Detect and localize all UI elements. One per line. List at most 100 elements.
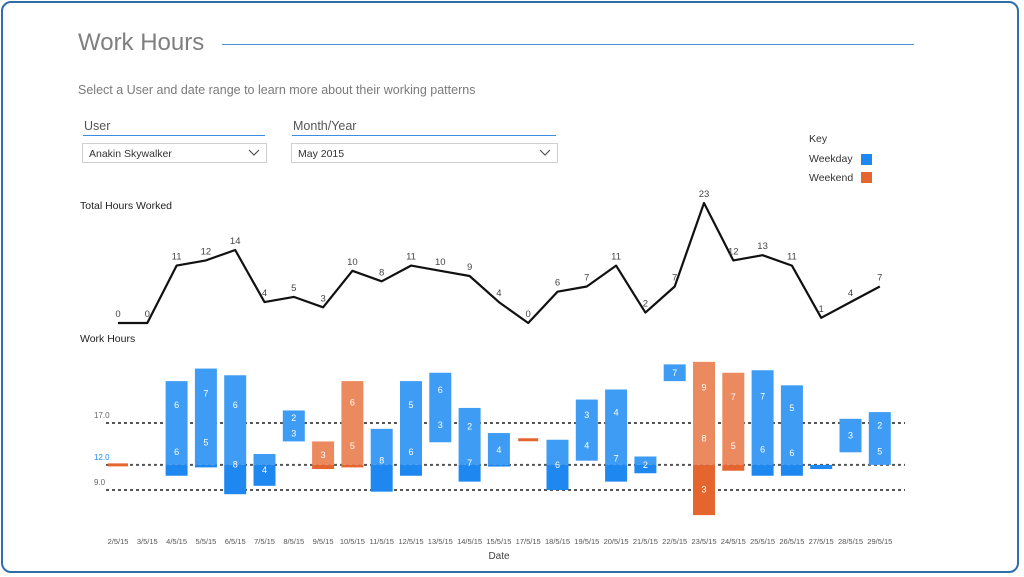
line-data-label: 4	[262, 288, 267, 299]
month-slicer-underline	[292, 135, 556, 136]
range-bar	[194, 368, 217, 465]
bar-data-label: 7	[614, 454, 619, 464]
bar-data-label: 6	[350, 398, 355, 408]
range-bar	[693, 361, 715, 465]
bar-data-label: 5	[731, 441, 736, 451]
bar-data-label: 3	[291, 429, 296, 439]
range-bar	[605, 389, 628, 465]
range-bar	[400, 381, 422, 465]
range-bar	[429, 372, 452, 443]
line-data-label: 14	[230, 236, 241, 247]
bar-data-label: 5	[350, 441, 355, 451]
user-slicer-label: User	[84, 119, 111, 133]
range-bar	[487, 464, 510, 467]
x-tick-label: 14/5/15	[457, 537, 482, 546]
range-bar	[165, 381, 188, 465]
x-tick-label: 5/5/15	[195, 537, 216, 546]
x-tick-label: 4/5/15	[166, 537, 187, 546]
bar-data-label: 7	[672, 368, 677, 378]
line-data-label: 7	[584, 272, 589, 283]
range-bar	[253, 464, 276, 486]
x-tick-label: 29/5/15	[867, 537, 892, 546]
line-data-label: 12	[201, 246, 212, 257]
range-bar	[868, 412, 891, 465]
month-dropdown[interactable]: May 2015	[291, 143, 558, 163]
range-bar	[663, 364, 686, 382]
title-divider	[222, 44, 914, 45]
range-bar	[780, 385, 803, 465]
range-bar	[605, 464, 628, 482]
x-tick-label: 13/5/15	[428, 537, 453, 546]
line-data-label: 9	[467, 262, 472, 273]
range-bar	[370, 464, 393, 492]
bar-data-label: 7	[731, 392, 736, 402]
range-bar	[575, 399, 598, 461]
bar-data-label: 2	[643, 460, 648, 470]
line-data-label: 0	[526, 309, 531, 320]
bar-data-label: 8	[233, 459, 238, 469]
month-slicer-label: Month/Year	[293, 119, 357, 133]
bar-data-label: 5	[408, 400, 413, 410]
month-dropdown-value: May 2015	[298, 148, 345, 160]
key-weekday-label: Weekday	[809, 153, 853, 165]
user-slicer-underline	[83, 135, 265, 136]
x-tick-label: 17/5/15	[516, 537, 541, 546]
bar-data-label: 7	[760, 392, 765, 402]
x-tick-label: 20/5/15	[604, 537, 629, 546]
x-tick-label: 6/5/15	[225, 537, 246, 546]
chevron-down-icon	[248, 149, 260, 156]
reference-line-label: 17.0	[94, 411, 110, 420]
range-bar	[341, 381, 364, 465]
x-tick-label: 24/5/15	[721, 537, 746, 546]
bar-data-label: 4	[262, 465, 267, 475]
bar-data-label: 6	[438, 385, 443, 395]
line-data-label: 23	[699, 189, 710, 200]
bar-data-label: 3	[584, 410, 589, 420]
range-bar	[400, 464, 422, 476]
range-bar	[312, 464, 335, 470]
line-data-label: 8	[379, 267, 384, 278]
reference-line-label: 12.0	[94, 453, 110, 462]
line-chart-title: Total Hours Worked	[80, 200, 173, 212]
x-tick-label: 19/5/15	[574, 537, 599, 546]
x-tick-label: 8/5/15	[283, 537, 304, 546]
range-bar	[224, 375, 247, 465]
bar-data-label: 6	[174, 400, 179, 410]
bar-data-label: 2	[291, 413, 296, 423]
bar-data-label: 3	[321, 450, 326, 460]
range-bar	[458, 407, 481, 465]
bar-data-label: 2	[467, 421, 472, 431]
range-bar	[224, 464, 247, 495]
bar-data-label: 8	[701, 433, 706, 443]
line-data-label: 13	[757, 241, 768, 252]
x-tick-label: 7/5/15	[254, 537, 275, 546]
page-subtitle: Select a User and date range to learn mo…	[78, 83, 476, 97]
bar-data-label: 6	[760, 444, 765, 454]
bar-data-label: 6	[789, 448, 794, 458]
range-bar	[722, 464, 745, 471]
range-bar	[108, 463, 128, 467]
user-dropdown-value: Anakin Skywalker	[89, 148, 172, 160]
x-tick-label: 27/5/15	[809, 537, 834, 546]
x-tick-label: 25/5/15	[750, 537, 775, 546]
bar-data-label: 6	[174, 447, 179, 457]
x-tick-label: 21/5/15	[633, 537, 658, 546]
user-dropdown[interactable]: Anakin Skywalker	[82, 143, 267, 163]
bar-data-label: 6	[555, 460, 560, 470]
range-bar	[722, 372, 745, 465]
bar-data-label: 5	[203, 438, 208, 448]
bar-data-label: 4	[584, 440, 589, 450]
range-bar	[458, 464, 481, 482]
line-data-label: 11	[406, 252, 416, 263]
line-data-label: 10	[347, 257, 358, 268]
x-axis-title: Date	[488, 551, 510, 562]
x-tick-label: 28/5/15	[838, 537, 863, 546]
bar-data-label: 9	[701, 382, 706, 392]
bar-data-label: 4	[496, 445, 501, 455]
line-data-label: 11	[611, 252, 621, 263]
range-bar	[780, 464, 803, 476]
range-bar	[253, 453, 276, 465]
reference-line-label: 9.0	[94, 478, 106, 487]
line-data-label: 0	[115, 309, 120, 320]
